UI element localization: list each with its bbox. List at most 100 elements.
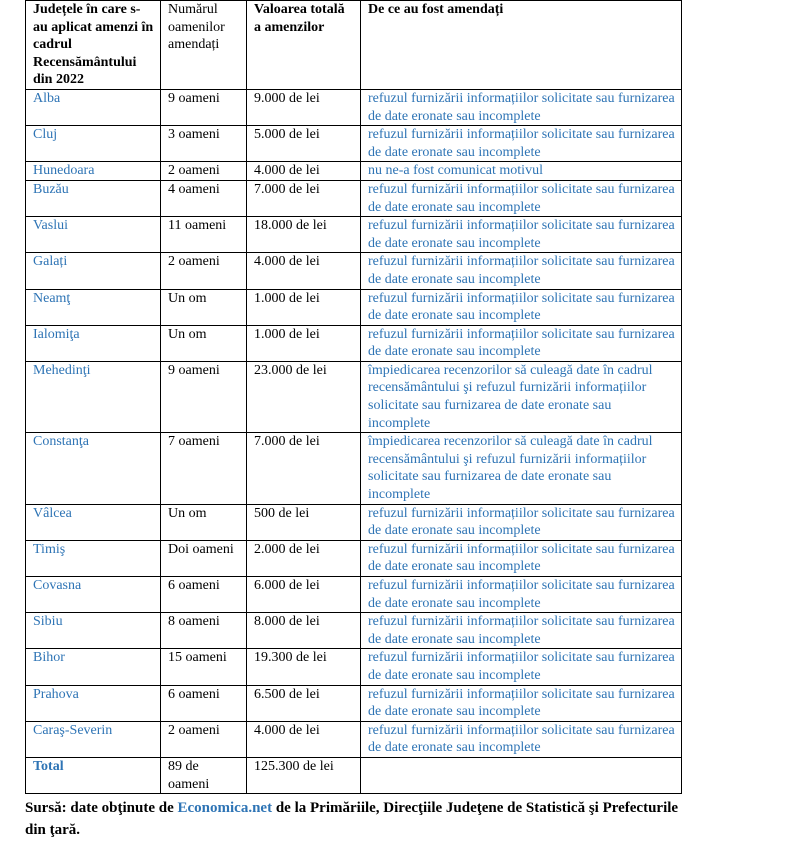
reason-cell: refuzul furnizării informațiilor solicit… — [360, 179, 682, 218]
value-cell: 9.000 de lei — [246, 88, 361, 127]
reason-cell: refuzul furnizării informațiilor solicit… — [360, 648, 682, 686]
header-value: Valoarea totală a amenzilor — [246, 0, 361, 90]
table-row: Mehedinţi 9 oameni 23.000 de lei împiedi… — [25, 360, 682, 434]
reason-cell: refuzul furnizării informațiilor solicit… — [360, 288, 682, 326]
people-cell: 6 oameni — [160, 575, 247, 614]
value-cell: 19.300 de lei — [246, 648, 361, 686]
people-cell: 2 oameni — [160, 161, 247, 181]
value-cell: 6.500 de lei — [246, 684, 361, 722]
source-link[interactable]: Economica.net — [177, 800, 273, 817]
value-cell: 7.000 de lei — [246, 432, 361, 505]
county-link[interactable]: Neamţ — [25, 288, 161, 326]
people-cell: 6 oameni — [160, 684, 247, 722]
reason-cell: refuzul furnizării informațiilor solicit… — [360, 684, 682, 722]
header-people: Numărul oamenilor amendați — [160, 0, 247, 90]
table-row: Hunedoara 2 oameni 4.000 de lei nu ne-a … — [25, 161, 682, 181]
value-cell: 6.000 de lei — [246, 575, 361, 614]
county-link[interactable]: Bihor — [25, 648, 161, 686]
county-link[interactable]: Caraş-Severin — [25, 720, 161, 758]
table-row: Covasna 6 oameni 6.000 de lei refuzul fu… — [25, 575, 682, 614]
table-row: Galați 2 oameni 4.000 de lei refuzul fur… — [25, 252, 682, 290]
table-row: Timiş Doi oameni 2.000 de lei refuzul fu… — [25, 539, 682, 578]
people-cell: 9 oameni — [160, 88, 247, 127]
table-row: Bihor 15 oameni 19.300 de lei refuzul fu… — [25, 648, 682, 686]
county-link[interactable]: Alba — [25, 88, 161, 127]
reason-cell: refuzul furnizării informațiilor solicit… — [360, 252, 682, 290]
table-row: Alba 9 oameni 9.000 de lei refuzul furni… — [25, 88, 682, 127]
source-note: Sursă: date obţinute de Economica.net de… — [25, 797, 685, 841]
people-cell: 2 oameni — [160, 720, 247, 758]
table-row: Vaslui 11 oameni 18.000 de lei refuzul f… — [25, 216, 682, 254]
header-reason: De ce au fost amendați — [360, 0, 682, 90]
county-link[interactable]: Covasna — [25, 575, 161, 614]
reason-cell: refuzul furnizării informațiilor solicit… — [360, 88, 682, 127]
fines-table: Județele în care s-au aplicat amenzi în … — [25, 0, 682, 795]
county-link[interactable]: Ialomiţa — [25, 324, 161, 362]
reason-cell: nu ne-a fost comunicat motivul — [360, 161, 682, 181]
source-prefix: Sursă: date obţinute de — [25, 800, 178, 817]
table-row: Ialomiţa Un om 1.000 de lei refuzul furn… — [25, 324, 682, 362]
table-row: Prahova 6 oameni 6.500 de lei refuzul fu… — [25, 684, 682, 722]
table-row: Cluj 3 oameni 5.000 de lei refuzul furni… — [25, 125, 682, 163]
total-value: 125.300 de lei — [246, 756, 361, 795]
reason-cell: împiedicarea recenzorilor să culeagă dat… — [360, 432, 682, 505]
value-cell: 1.000 de lei — [246, 288, 361, 326]
reason-cell: refuzul furnizării informațiilor solicit… — [360, 720, 682, 758]
header-county: Județele în care s-au aplicat amenzi în … — [25, 0, 161, 90]
county-link[interactable]: Mehedinţi — [25, 360, 161, 434]
people-cell: Un om — [160, 288, 247, 326]
reason-cell: refuzul furnizării informațiilor solicit… — [360, 612, 682, 650]
reason-cell: împiedicarea recenzorilor să culeagă dat… — [360, 360, 682, 434]
people-cell: 7 oameni — [160, 432, 247, 505]
people-cell: 9 oameni — [160, 360, 247, 434]
value-cell: 18.000 de lei — [246, 216, 361, 254]
total-label: Total — [25, 756, 161, 795]
value-cell: 2.000 de lei — [246, 539, 361, 578]
table-row: Vâlcea Un om 500 de lei refuzul furnizăr… — [25, 503, 682, 541]
reason-cell: refuzul furnizării informațiilor solicit… — [360, 125, 682, 163]
county-link[interactable]: Buzău — [25, 179, 161, 218]
value-cell: 4.000 de lei — [246, 720, 361, 758]
table-row: Sibiu 8 oameni 8.000 de lei refuzul furn… — [25, 612, 682, 650]
table-row: Neamţ Un om 1.000 de lei refuzul furniză… — [25, 288, 682, 326]
people-cell: Un om — [160, 503, 247, 541]
value-cell: 23.000 de lei — [246, 360, 361, 434]
total-people: 89 de oameni — [160, 756, 247, 795]
county-link[interactable]: Timiş — [25, 539, 161, 578]
people-cell: 4 oameni — [160, 179, 247, 218]
county-link[interactable]: Constanţa — [25, 432, 161, 505]
people-cell: 8 oameni — [160, 612, 247, 650]
county-link[interactable]: Galați — [25, 252, 161, 290]
value-cell: 1.000 de lei — [246, 324, 361, 362]
total-reason-empty — [360, 756, 682, 795]
county-link[interactable]: Vaslui — [25, 216, 161, 254]
value-cell: 500 de lei — [246, 503, 361, 541]
table-header-row: Județele în care s-au aplicat amenzi în … — [25, 0, 682, 90]
people-cell: Un om — [160, 324, 247, 362]
value-cell: 4.000 de lei — [246, 161, 361, 181]
reason-cell: refuzul furnizării informațiilor solicit… — [360, 324, 682, 362]
people-cell: 15 oameni — [160, 648, 247, 686]
people-cell: 2 oameni — [160, 252, 247, 290]
county-link[interactable]: Vâlcea — [25, 503, 161, 541]
table-row: Buzău 4 oameni 7.000 de lei refuzul furn… — [25, 179, 682, 218]
reason-cell: refuzul furnizării informațiilor solicit… — [360, 216, 682, 254]
people-cell: Doi oameni — [160, 539, 247, 578]
reason-cell: refuzul furnizării informațiilor solicit… — [360, 503, 682, 541]
value-cell: 4.000 de lei — [246, 252, 361, 290]
county-link[interactable]: Hunedoara — [25, 161, 161, 181]
people-cell: 3 oameni — [160, 125, 247, 163]
county-link[interactable]: Cluj — [25, 125, 161, 163]
people-cell: 11 oameni — [160, 216, 247, 254]
value-cell: 8.000 de lei — [246, 612, 361, 650]
county-link[interactable]: Prahova — [25, 684, 161, 722]
table-row: Caraş-Severin 2 oameni 4.000 de lei refu… — [25, 720, 682, 758]
county-link[interactable]: Sibiu — [25, 612, 161, 650]
reason-cell: refuzul furnizării informațiilor solicit… — [360, 539, 682, 578]
document: Județele în care s-au aplicat amenzi în … — [25, 0, 685, 841]
value-cell: 7.000 de lei — [246, 179, 361, 218]
total-row: Total 89 de oameni 125.300 de lei — [25, 756, 682, 795]
value-cell: 5.000 de lei — [246, 125, 361, 163]
reason-cell: refuzul furnizării informațiilor solicit… — [360, 575, 682, 614]
table-row: Constanţa 7 oameni 7.000 de lei împiedic… — [25, 432, 682, 505]
